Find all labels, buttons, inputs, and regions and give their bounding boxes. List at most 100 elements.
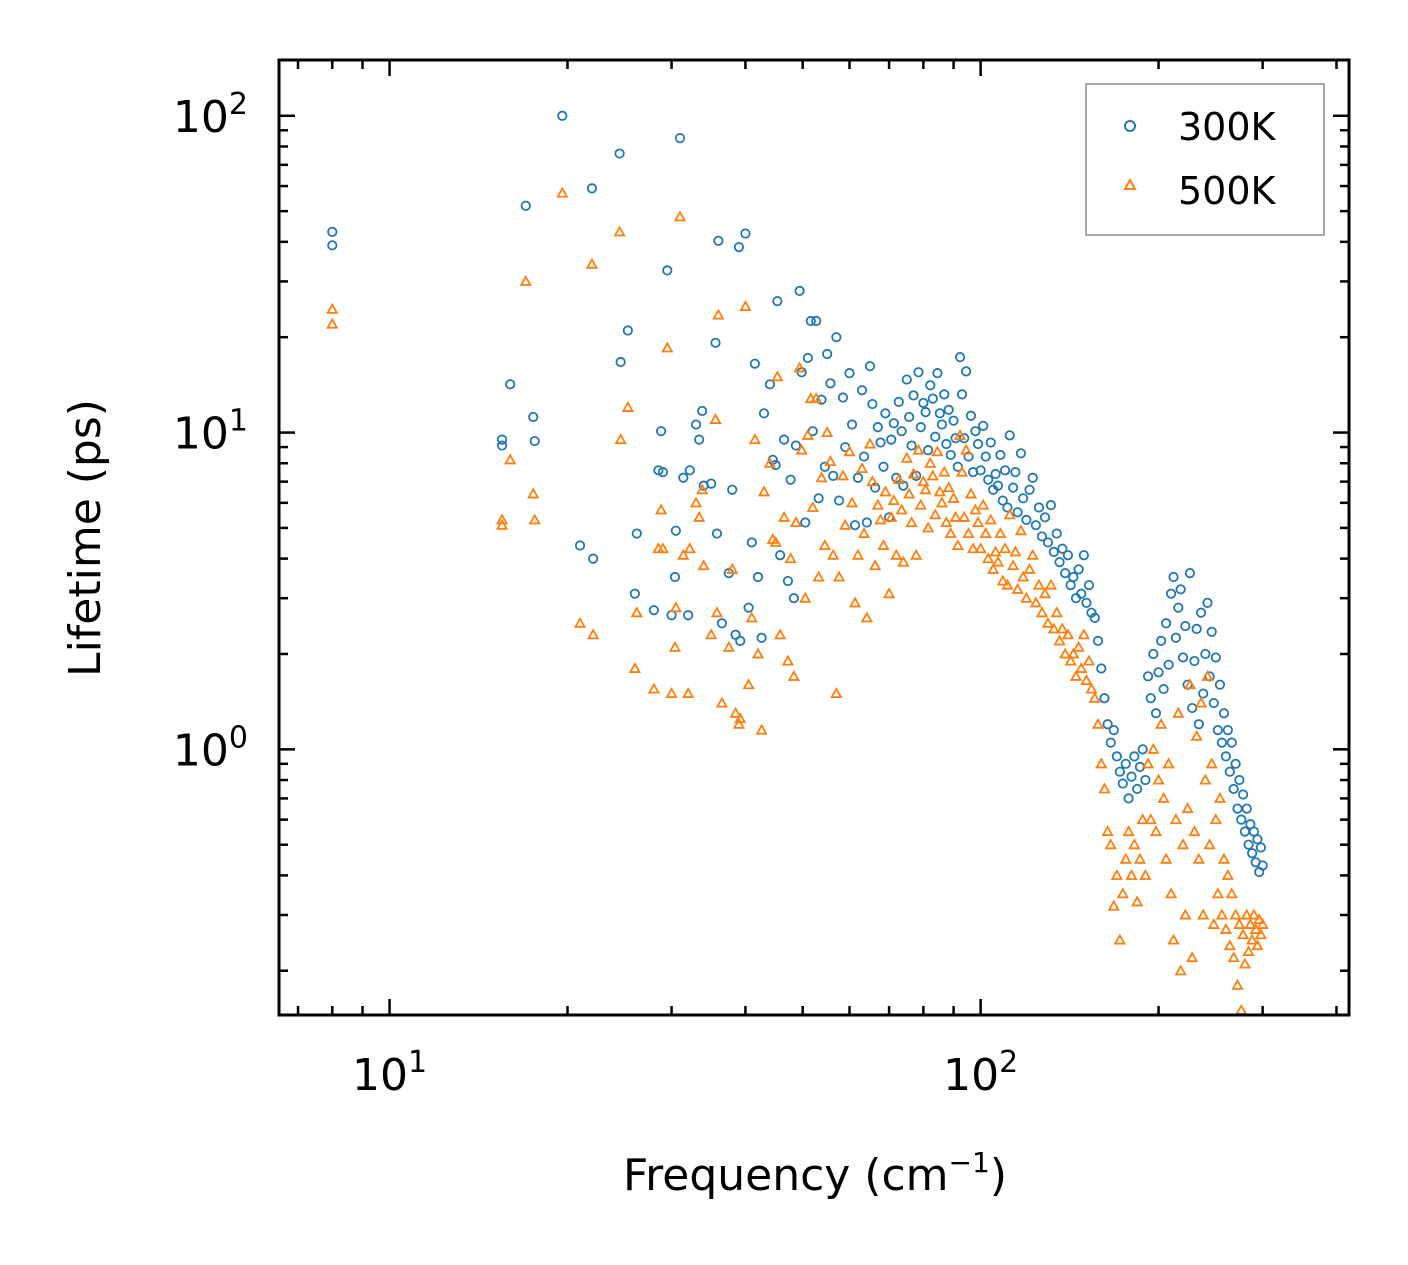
point-500k-112 <box>933 485 946 497</box>
point-300k-189 <box>1140 774 1151 786</box>
point-500k-226 <box>1223 939 1236 951</box>
point-500k-2 <box>495 513 509 525</box>
point-500k-196 <box>1157 791 1170 803</box>
point-500k-47 <box>751 647 765 659</box>
point-500k-42 <box>734 712 747 724</box>
point-300k-46 <box>749 358 760 369</box>
point-500k-70 <box>821 426 834 438</box>
point-500k-163 <box>1064 654 1077 666</box>
point-500k-218 <box>1207 918 1220 929</box>
point-500k-24 <box>669 601 682 613</box>
point-300k-1 <box>327 240 338 251</box>
point-300k-42 <box>735 635 746 646</box>
point-500k-127 <box>966 542 980 554</box>
point-500k-150 <box>1026 548 1039 560</box>
point-500k-192 <box>1147 742 1160 754</box>
point-500k-219 <box>1209 813 1222 825</box>
point-500k-106 <box>919 483 932 495</box>
point-300k-111 <box>932 368 943 379</box>
point-500k-171 <box>1085 682 1098 694</box>
point-300k-124 <box>961 366 972 377</box>
point-300k-4 <box>505 379 516 390</box>
point-300k-77 <box>844 368 855 379</box>
point-500k-22 <box>665 687 678 699</box>
point-500k-224 <box>1219 923 1233 934</box>
point-300k-183 <box>1123 793 1134 804</box>
point-300k-115 <box>941 438 952 450</box>
series-500k <box>326 186 1269 1015</box>
point-500k-184 <box>1125 868 1138 880</box>
point-300k-58 <box>788 593 799 604</box>
point-300k-154 <box>1039 512 1051 523</box>
point-500k-57 <box>784 552 797 564</box>
point-500k-137 <box>991 555 1005 567</box>
point-300k-15 <box>629 588 640 599</box>
point-500k-66 <box>810 392 823 404</box>
point-300k-95 <box>893 396 904 407</box>
point-300k-5 <box>520 200 531 211</box>
point-500k-89 <box>877 539 890 551</box>
point-300k-99 <box>904 411 915 423</box>
point-500k-158 <box>1050 606 1063 618</box>
point-500k-5 <box>519 274 532 286</box>
point-500k-94 <box>890 548 903 560</box>
point-500k-118 <box>947 491 960 503</box>
point-300k-70 <box>822 348 833 360</box>
point-300k-9 <box>574 540 586 551</box>
point-300k-200 <box>1168 571 1179 583</box>
point-300k-175 <box>1099 693 1110 704</box>
point-300k-188 <box>1137 744 1148 755</box>
point-300k-55 <box>778 434 790 445</box>
point-500k-21 <box>661 341 674 353</box>
point-300k-80 <box>852 472 864 483</box>
point-500k-14 <box>621 401 634 412</box>
point-300k-164 <box>1068 571 1079 583</box>
point-300k-199 <box>1165 588 1177 599</box>
point-500k-37 <box>715 696 729 708</box>
point-300k-181 <box>1117 778 1128 789</box>
point-300k-12 <box>614 148 625 159</box>
point-300k-74 <box>833 495 845 506</box>
point-300k-195 <box>1156 635 1167 646</box>
point-300k-186 <box>1132 783 1143 795</box>
point-300k-49 <box>758 408 770 419</box>
point-500k-4 <box>504 453 517 465</box>
point-500k-38 <box>722 640 735 652</box>
point-300k-173 <box>1092 635 1104 646</box>
point-300k-139 <box>997 495 1008 506</box>
point-300k-193 <box>1150 708 1162 719</box>
point-300k-140 <box>999 465 1011 476</box>
point-500k-180 <box>1113 933 1126 945</box>
point-300k-212 <box>1195 607 1207 618</box>
point-300k-98 <box>901 374 912 385</box>
point-500k-198 <box>1162 757 1175 769</box>
point-500k-83 <box>860 611 874 623</box>
point-300k-196 <box>1158 683 1169 695</box>
point-500k-147 <box>1016 570 1030 582</box>
point-500k-207 <box>1183 678 1197 690</box>
point-300k-143 <box>1008 482 1019 493</box>
x-tick-label-100: 102 <box>943 1045 1018 1101</box>
point-300k-153 <box>1036 531 1048 542</box>
point-500k-72 <box>827 548 840 560</box>
point-500k-95 <box>892 473 905 485</box>
point-300k-176 <box>1102 719 1113 730</box>
point-500k-132 <box>979 527 992 539</box>
point-300k-141 <box>1002 502 1013 513</box>
point-500k-86 <box>868 559 882 571</box>
point-300k-207 <box>1184 568 1196 579</box>
point-500k-6 <box>527 487 540 499</box>
point-300k-48 <box>756 632 767 643</box>
point-500k-111 <box>931 445 944 457</box>
point-300k-138 <box>995 449 1006 461</box>
point-500k-179 <box>1110 868 1123 880</box>
legend-label-300k: 300K <box>1178 105 1277 149</box>
point-500k-202 <box>1172 706 1185 718</box>
point-500k-133 <box>982 552 995 564</box>
point-500k-216 <box>1203 838 1216 850</box>
point-300k-116 <box>943 404 954 415</box>
point-300k-73 <box>831 332 842 343</box>
legend-marker-500k <box>1123 177 1137 190</box>
point-300k-161 <box>1060 568 1071 579</box>
point-500k-217 <box>1205 757 1218 769</box>
